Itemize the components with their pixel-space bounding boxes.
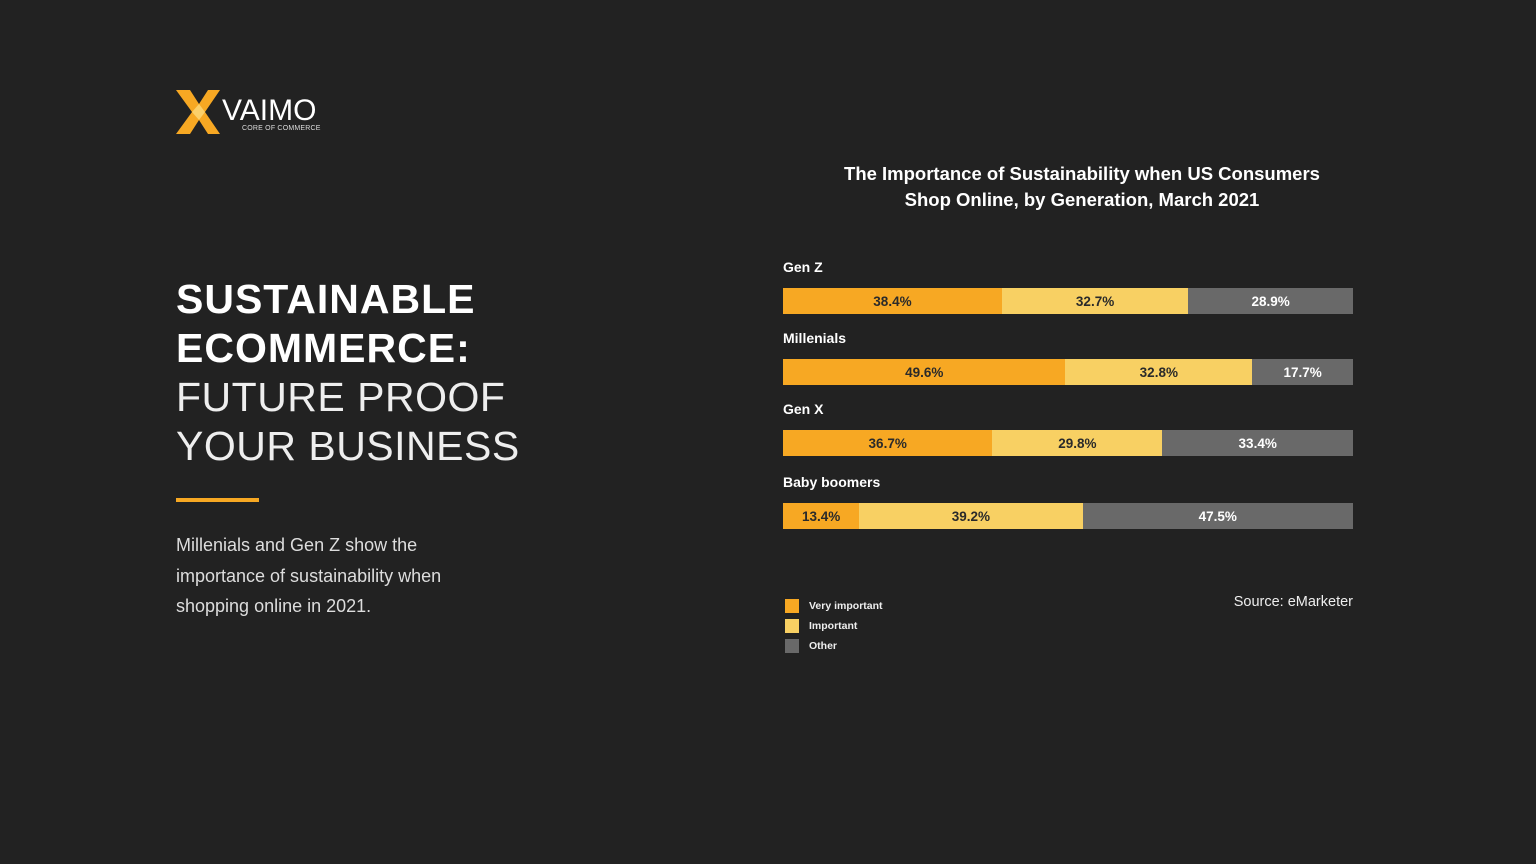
bar-segment: 39.2% <box>859 503 1083 529</box>
logo-wordmark: VAIMO <box>222 94 317 127</box>
data-label: 28.9% <box>1251 293 1290 309</box>
bar-segment: 38.4% <box>783 288 1002 314</box>
data-label: 17.7% <box>1283 364 1322 380</box>
vaimo-logo: VAIMO CORE OF COMMERCE <box>176 88 336 138</box>
headline-line: FUTURE PROOF <box>176 374 506 420</box>
logo-tagline: CORE OF COMMERCE <box>242 125 321 132</box>
source-note: Source: eMarketer <box>1233 594 1353 610</box>
legend-swatch <box>785 639 799 653</box>
bar-segment: 13.4% <box>783 503 860 529</box>
headline-line: ECOMMERCE: <box>176 325 471 371</box>
bar-segment: 29.8% <box>992 430 1163 456</box>
bar-segment: 33.4% <box>1162 430 1353 456</box>
legend-label: Important <box>809 620 858 632</box>
data-label: 32.7% <box>1075 293 1115 309</box>
data-label: 13.4% <box>802 508 841 524</box>
stacked-bar: 38.4% 32.7% 28.9% <box>783 288 1353 314</box>
chart-title-line: Shop Online, by Generation, March 2021 <box>904 189 1260 210</box>
category-label: Gen Z <box>783 259 823 275</box>
chart-title-line: The Importance of Sustainability when US… <box>844 163 1320 184</box>
legend-swatch <box>785 619 799 633</box>
body-text: Millenials and Gen Z show the importance… <box>176 535 442 616</box>
chart-legend: Very important Important Other <box>785 596 883 656</box>
headline: SUSTAINABLE ECOMMERCE: FUTURE PROOF YOUR… <box>176 275 520 471</box>
bar-segment: 49.6% <box>783 359 1066 385</box>
headline-line: YOUR BUSINESS <box>176 423 520 469</box>
legend-label: Very important <box>809 600 883 612</box>
bar-segment: 28.9% <box>1188 288 1353 314</box>
legend-item: Other <box>785 636 883 656</box>
legend-swatch <box>785 599 799 613</box>
legend-item: Very important <box>785 596 883 616</box>
accent-divider <box>176 498 259 502</box>
data-label: 49.6% <box>905 364 944 380</box>
bar-segment: 32.7% <box>1001 288 1189 314</box>
bar-segment: 17.7% <box>1252 359 1353 385</box>
data-label: 39.2% <box>951 508 991 524</box>
legend-label: Other <box>809 640 838 652</box>
bar-segment: 47.5% <box>1082 503 1353 529</box>
stacked-bar: 36.7% 29.8% 33.4% <box>783 430 1353 456</box>
data-label: 38.4% <box>873 293 912 309</box>
category-label: Millenials <box>783 330 847 346</box>
category-label: Gen X <box>783 401 824 417</box>
chart-title: The Importance of Sustainability when US… <box>800 161 1364 213</box>
data-label: 32.8% <box>1139 364 1178 380</box>
legend-item: Important <box>785 616 883 636</box>
bar-segment: 36.7% <box>783 430 993 456</box>
stacked-bar: 13.4% 39.2% 47.5% <box>783 503 1353 529</box>
data-label: 47.5% <box>1198 508 1237 524</box>
category-label: Baby boomers <box>783 474 881 490</box>
data-label: 29.8% <box>1058 435 1097 451</box>
bar-segment: 32.8% <box>1065 359 1253 385</box>
data-label: 33.4% <box>1238 435 1277 451</box>
headline-line: SUSTAINABLE <box>176 276 476 322</box>
vaimo-x-logo-icon <box>176 90 220 134</box>
stacked-bar: 49.6% 32.8% 17.7% <box>783 359 1353 385</box>
data-label: 36.7% <box>868 435 907 451</box>
